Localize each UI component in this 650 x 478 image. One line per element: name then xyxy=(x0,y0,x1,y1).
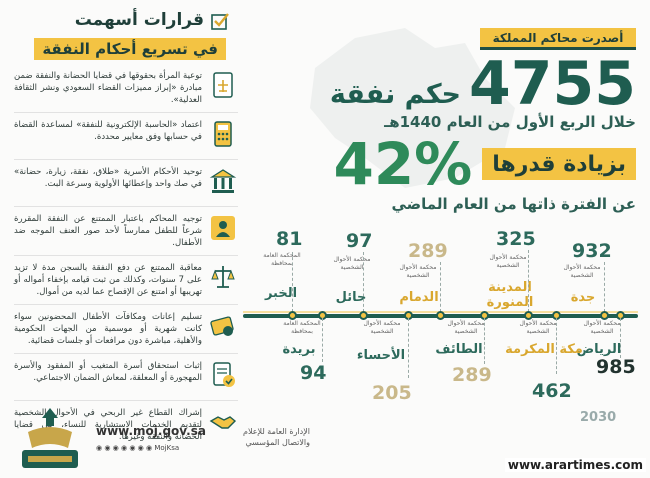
timeline-node xyxy=(524,311,533,320)
city-name: الطائف xyxy=(435,342,483,357)
handshake-icon xyxy=(209,416,237,429)
timeline-node xyxy=(436,311,445,320)
vision-2030-logo: 2030 xyxy=(580,410,617,425)
timeline-node xyxy=(600,311,609,320)
city-name: الخبر xyxy=(264,286,298,301)
list-item: توحيد الأحكام الأسرية «طلاق، نفقة، زيارة… xyxy=(14,166,238,200)
calculator-icon xyxy=(214,121,232,147)
period-text: خلال الربع الأول من العام 1440هـ xyxy=(384,113,636,131)
decisions-title: قرارات أسهمت xyxy=(74,10,204,30)
city-name: الرياض xyxy=(576,342,622,357)
stem xyxy=(528,250,529,312)
city-count: 932 xyxy=(572,240,612,262)
city-name: المدينة المنورة xyxy=(486,280,534,310)
decisions-list: توعية المرأة بحقوقها في قضايا الحضانة وا… xyxy=(14,70,238,449)
court-building-icon xyxy=(209,169,237,193)
list-item: معاقبة الممتنع عن دفع النفقة بالسجن مدة … xyxy=(14,262,238,298)
city-name: مكة المكرمة xyxy=(505,342,583,357)
city-count: 97 xyxy=(346,230,373,252)
social-handles: ◉ ◉ ◉ ◉ ◉ ◉ ◉ MojKsa xyxy=(96,444,180,452)
city-name: الأحساء xyxy=(356,348,406,363)
court-name: محكمة الأحوال الشخصية xyxy=(563,264,601,279)
court-name: محكمة الأحوال الشخصية xyxy=(519,320,557,335)
city-count: 289 xyxy=(452,364,492,386)
judgments-count: 4755 حكم نفقة xyxy=(330,48,636,114)
stem xyxy=(484,318,485,364)
department-name: الإدارة العامة للإعلام والاتصال المؤسسي xyxy=(243,427,310,447)
stem xyxy=(408,318,409,378)
court-name: محكمة الأحوال الشخصية xyxy=(363,320,401,335)
money-card-icon xyxy=(210,316,234,336)
list-item-text: معاقبة الممتنع عن دفع النفقة بالسجن مدة … xyxy=(14,263,202,297)
increase-percent: 42% xyxy=(333,130,473,198)
city-name: حائل xyxy=(335,290,367,305)
divider xyxy=(14,400,238,401)
count-label: حكم نفقة xyxy=(329,79,461,110)
stem xyxy=(292,252,293,312)
list-item-text: توحيد الأحكام الأسرية «طلاق، نفقة، زيارة… xyxy=(14,167,202,189)
court-name: المحكمة العامة بمحافظة xyxy=(283,320,321,335)
stem xyxy=(556,318,557,374)
list-item: اعتماد «الحاسبة الإلكترونية للنفقة» لمسا… xyxy=(14,119,238,153)
timeline-node xyxy=(288,311,297,320)
city-count: 205 xyxy=(372,382,412,404)
divider xyxy=(14,112,238,113)
divider xyxy=(14,206,238,207)
court-name: المحكمة العامة بمحافظة xyxy=(263,252,301,267)
website-link[interactable]: www.moj.gov.sa xyxy=(96,424,206,438)
list-item: توجيه المحاكم باعتبار الممتنع عن النفقة … xyxy=(14,213,238,249)
stem xyxy=(620,318,621,358)
stem xyxy=(604,262,605,312)
city-count: 81 xyxy=(276,228,303,250)
list-item-text: إثبات استحقاق أسرة المتغيب أو المفقود وا… xyxy=(14,361,202,383)
divider xyxy=(14,255,238,256)
list-item-text: تسليم إعانات ومكافآت الأطفال المحضونين س… xyxy=(14,312,202,346)
ministry-logo xyxy=(22,408,78,468)
decisions-header: قرارات أسهمت في تسريع أحكام النفقة xyxy=(14,8,234,64)
list-item: تسليم إعانات ومكافآت الأطفال المحضونين س… xyxy=(14,311,238,347)
scales-document-icon xyxy=(213,72,233,98)
decisions-subtitle: في تسريع أحكام النفقة xyxy=(34,38,226,60)
list-item-text: إشراك القطاع غير الربحي في الأحوال الشخص… xyxy=(14,408,202,442)
city-name: بريدة xyxy=(282,342,316,357)
stem xyxy=(322,318,323,362)
list-item: إشراك القطاع غير الربحي في الأحوال الشخص… xyxy=(14,407,238,443)
court-name: محكمة الأحوال الشخصية xyxy=(399,264,437,279)
list-item-text: اعتماد «الحاسبة الإلكترونية للنفقة» لمسا… xyxy=(14,120,202,142)
count-number: 4755 xyxy=(469,49,636,119)
list-item-text: توعية المرأة بحقوقها في قضايا الحضانة وا… xyxy=(14,71,202,105)
list-item: توعية المرأة بحقوقها في قضايا الحضانة وا… xyxy=(14,70,238,106)
increase-label: بزيادة قدرها xyxy=(482,148,636,180)
city-count: 289 xyxy=(408,240,448,262)
same-period-text: عن الفترة ذاتها من العام الماضي xyxy=(391,195,636,213)
document-check-icon xyxy=(213,362,235,387)
increase-block: بزيادة قدرها 42% xyxy=(333,134,636,194)
list-item-text: توجيه المحاكم باعتبار الممتنع عن النفقة … xyxy=(14,214,202,248)
timeline-node xyxy=(359,311,368,320)
court-name: محكمة الأحوال الشخصية xyxy=(583,320,621,335)
checkbox-icon xyxy=(211,13,229,30)
city-name: الدمام xyxy=(399,290,439,305)
footer: www.moj.gov.sa ◉ ◉ ◉ ◉ ◉ ◉ ◉ MojKsa الإد… xyxy=(90,424,310,470)
watermark: www.arartimes.com xyxy=(504,458,646,472)
saudi-map-graphic xyxy=(310,28,515,188)
balance-icon xyxy=(211,266,235,288)
stem xyxy=(363,252,364,312)
city-count: 462 xyxy=(532,380,572,402)
divider xyxy=(14,304,238,305)
city-count: 985 xyxy=(596,356,636,378)
header-tag: أصدرت محاكم المملكة xyxy=(480,28,636,50)
city-count: 94 xyxy=(300,362,327,384)
list-item: إثبات استحقاق أسرة المتغيب أو المفقود وا… xyxy=(14,360,238,394)
court-name: محكمة الأحوال الشخصية xyxy=(333,256,371,271)
person-warning-icon xyxy=(211,216,235,240)
court-name: محكمة الأحوال الشخصية xyxy=(489,254,527,269)
divider xyxy=(14,353,238,354)
city-name: جدة xyxy=(570,290,596,305)
city-count: 325 xyxy=(496,228,536,250)
divider xyxy=(14,159,238,160)
court-name: محكمة الأحوال الشخصية xyxy=(447,320,485,335)
stem xyxy=(440,262,441,312)
